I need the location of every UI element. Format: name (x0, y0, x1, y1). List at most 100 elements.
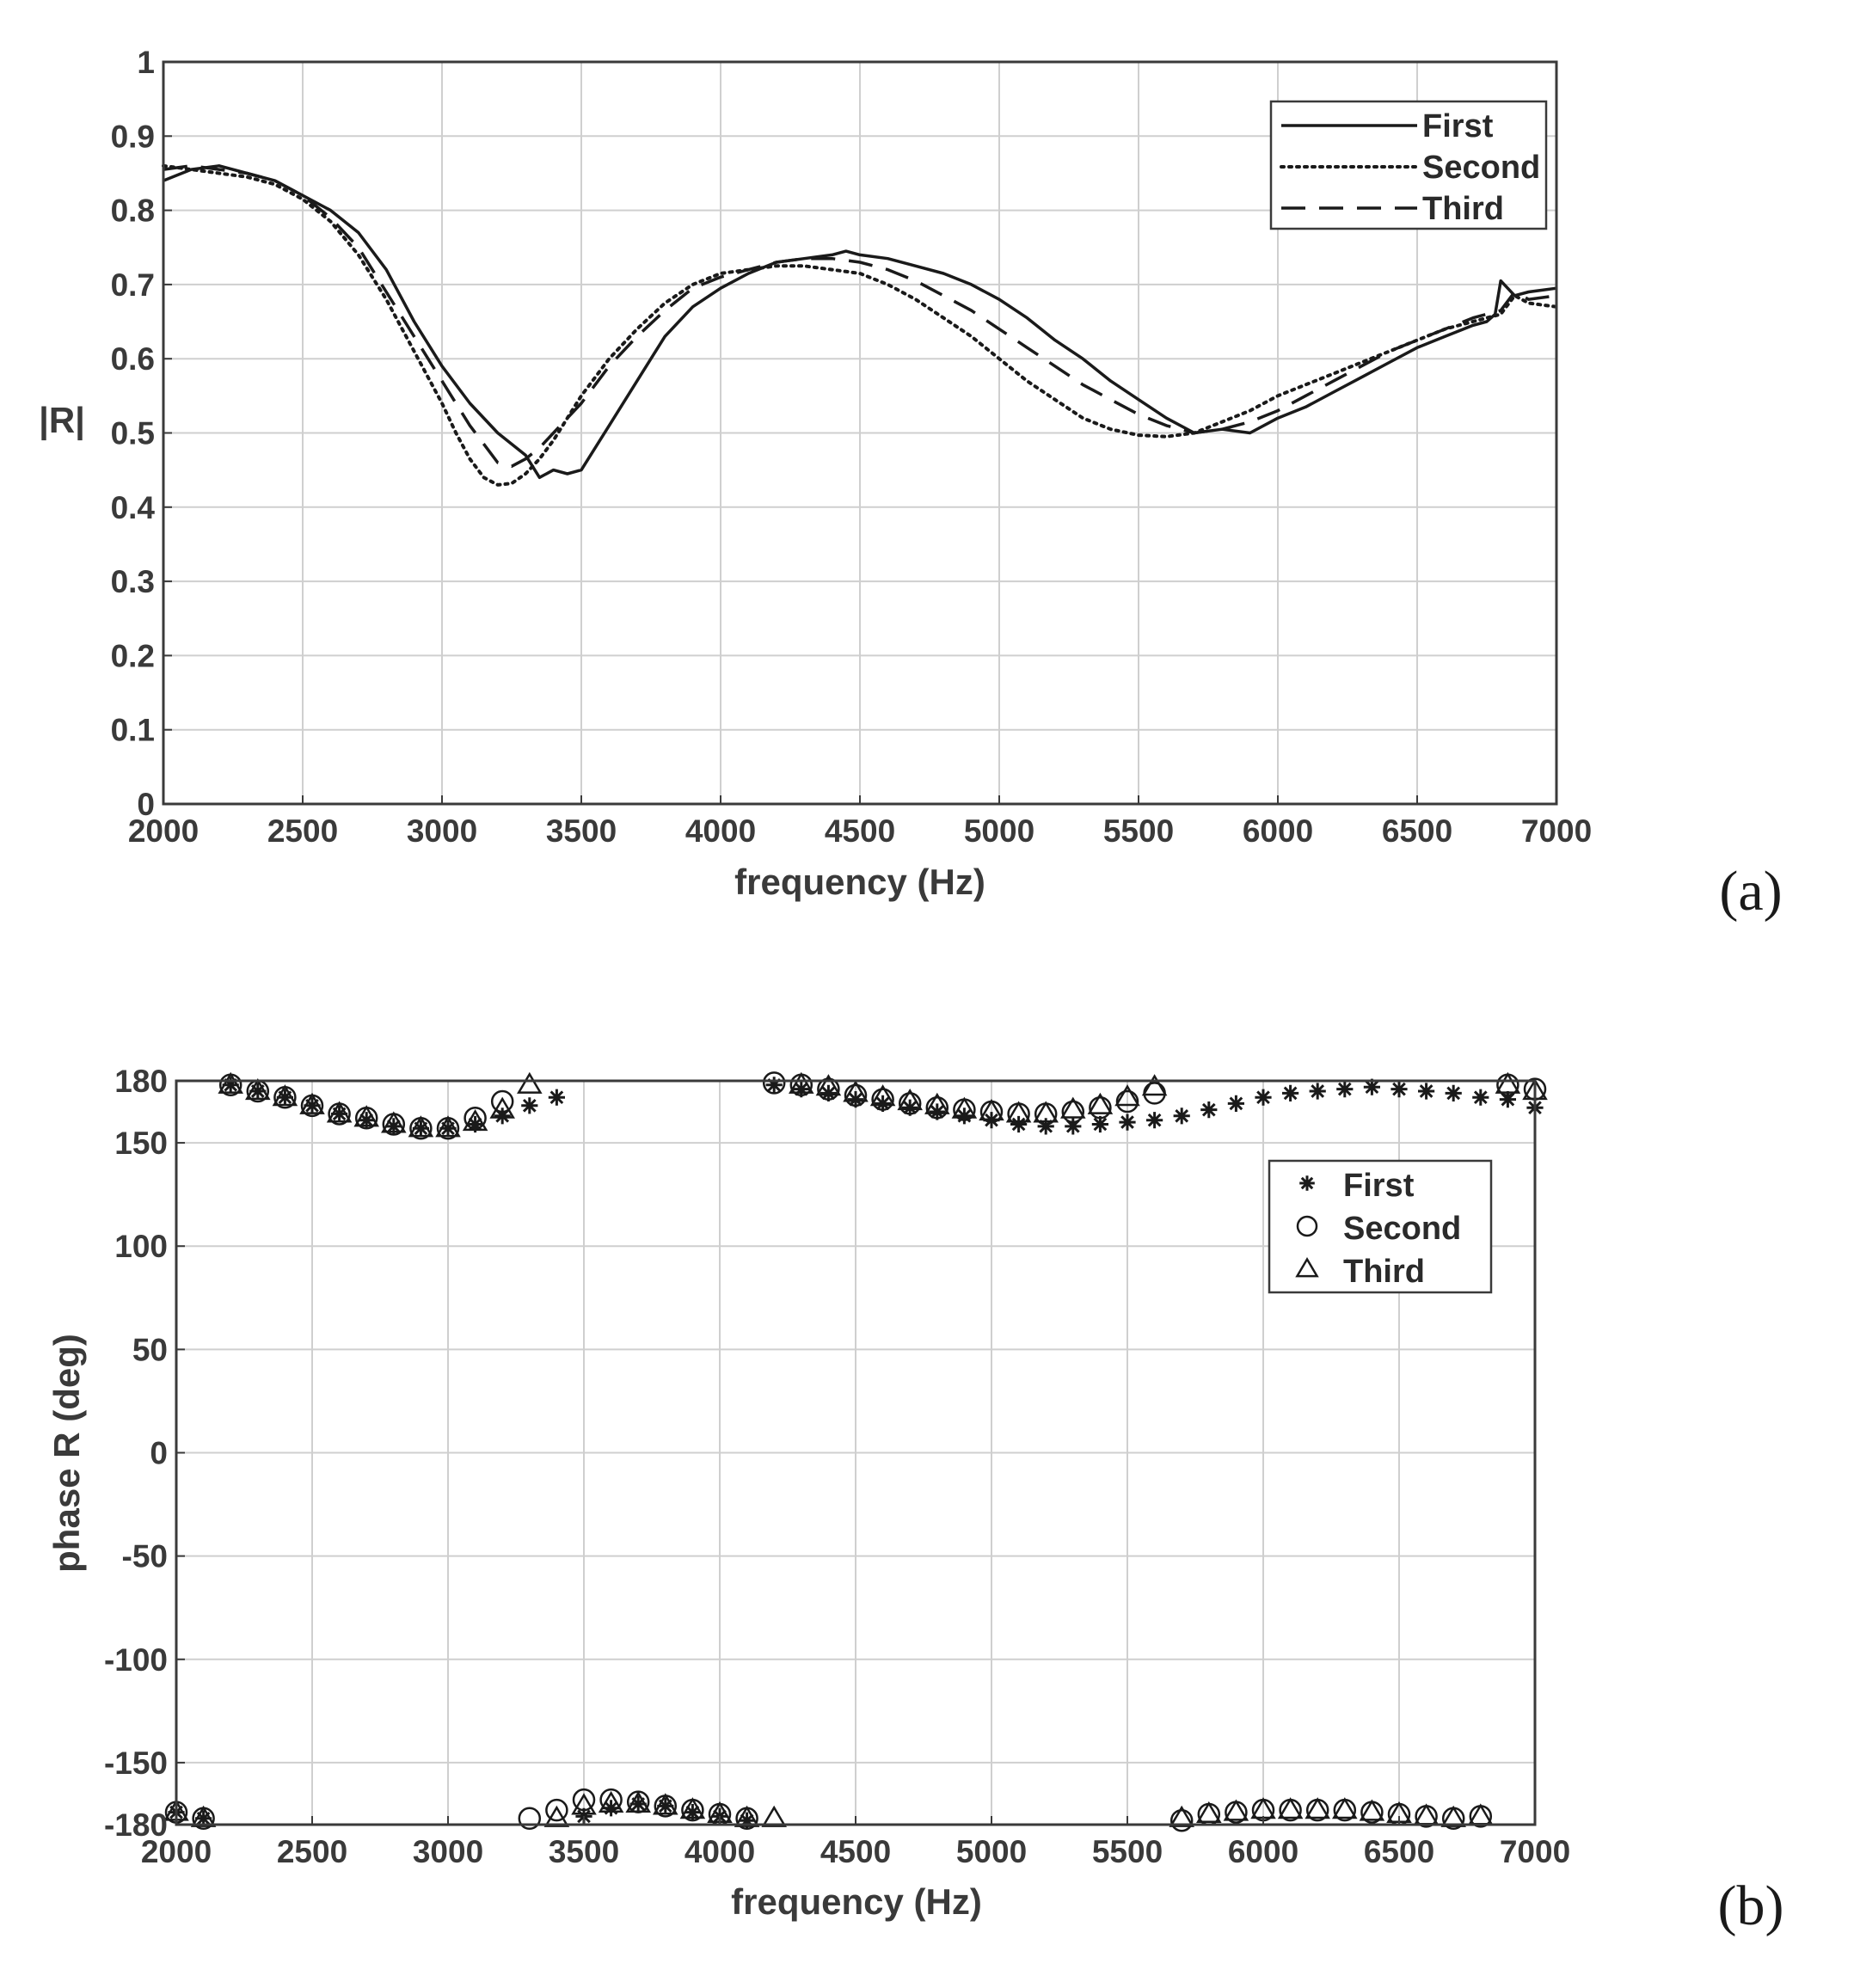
chart-a-series-second-line (162, 163, 1558, 487)
chart-a-y-tick-label: 0.7 (111, 267, 155, 303)
chart-b-first-point (739, 1812, 756, 1829)
chart-b-y-tick-label: 100 (114, 1229, 168, 1264)
chart-b-first-point (1336, 1081, 1354, 1098)
chart-b-first-point (1418, 1083, 1435, 1100)
chart-a: 2000 2500 3000 3500 4000 4500 5000 5500 6000 6500… (39, 45, 1592, 902)
chart-b-y-tick-label: 0 (150, 1436, 168, 1471)
chart-b-first-point (494, 1108, 511, 1125)
chart-b-second-point (463, 1107, 487, 1130)
chart-b-x-axis-label: frequency (Hz) (731, 1881, 982, 1922)
chart-b-ticks: 2000 2500 3000 3500 4000 4500 5000 5500 6000 6500… (104, 1064, 1570, 1869)
chart-b-first-point (222, 1077, 239, 1094)
chart-a-x-tick-label: 6000 (1243, 813, 1313, 849)
chart-a-x-tick-label: 3000 (407, 813, 477, 849)
chart-b-series-third (163, 1071, 1548, 1827)
chart-a-legend-second-label: Second (1422, 150, 1540, 186)
chart-b-first-point (467, 1115, 484, 1133)
chart-b-third-point (924, 1092, 950, 1114)
panel-b-label: (b) (1718, 1874, 1784, 1937)
chart-b-first-point (955, 1108, 973, 1125)
chart-a-y-tick-label: 0.5 (111, 416, 155, 451)
chart-b-third-point (734, 1805, 760, 1827)
chart-b-y-tick-label: 180 (114, 1064, 168, 1099)
chart-b-third-point (1087, 1092, 1114, 1114)
chart-b-first-point (1065, 1118, 1082, 1135)
chart-b-first-point (1363, 1078, 1380, 1095)
chart-b-first-point (249, 1083, 267, 1100)
chart-b-third-point (653, 1793, 678, 1815)
chart-b-third-point (951, 1096, 978, 1119)
chart-b-third-point (897, 1088, 923, 1111)
chart-b-first-point (929, 1103, 946, 1120)
chart-b-third-point (218, 1071, 243, 1094)
chart-b-second-point (925, 1095, 949, 1120)
chart-a-y-tick-label: 0.4 (111, 490, 156, 525)
chart-b-third-point (353, 1105, 379, 1127)
chart-b-first-point (1390, 1081, 1408, 1098)
chart-a-series-first-line (163, 164, 1557, 480)
chart-a-y-tick-label: 0.1 (111, 713, 155, 748)
chart-b-first-point (385, 1118, 402, 1135)
chart-b-y-tick-label: -150 (104, 1746, 168, 1781)
chart-b-legend-second-marker (1296, 1215, 1318, 1237)
chart-b-third-point (789, 1071, 814, 1094)
chart-b-first-point (1037, 1118, 1054, 1135)
chart-b-y-tick-label: -50 (122, 1539, 168, 1574)
chart-b-third-point (979, 1098, 1004, 1121)
chart-b-x-tick-label: 6000 (1228, 1834, 1298, 1869)
chart-b-legend-first-label: First (1343, 1168, 1415, 1204)
chart-a-x-tick-label: 6500 (1382, 813, 1452, 849)
chart-b-third-point (625, 1790, 651, 1813)
chart-b-third-point (1033, 1101, 1059, 1123)
chart-b-third-point (815, 1074, 842, 1096)
chart-b-third-point (1169, 1805, 1194, 1827)
chart-b-x-tick-label: 3000 (413, 1834, 483, 1869)
chart-b-first-point (331, 1105, 348, 1122)
chart-b-third-point (1196, 1801, 1222, 1824)
chart-b-third-point (517, 1071, 543, 1094)
chart-b-first-point (1146, 1112, 1163, 1129)
panel-a-label: (a) (1719, 860, 1782, 923)
chart-a-y-tick-label: 1 (137, 45, 155, 80)
chart-b-legend-third-marker (1295, 1256, 1319, 1278)
chart-a-series-third-line (163, 164, 1557, 469)
chart-b-third-point (1223, 1799, 1249, 1821)
chart-a-y-tick-label: 0.9 (111, 119, 155, 154)
chart-a-x-tick-label: 5500 (1103, 813, 1174, 849)
chart-b-first-point (1282, 1084, 1299, 1101)
chart-b-first-point (1255, 1089, 1272, 1106)
chart-b-first-point (548, 1089, 565, 1106)
chart-b-second-point (518, 1807, 542, 1831)
chart-b-first-point (820, 1084, 837, 1101)
chart-b-legend-first-marker (1299, 1175, 1315, 1191)
chart-b-x-tick-label: 3500 (549, 1834, 619, 1869)
chart-b-second-point (844, 1083, 868, 1108)
chart-b-first-point (304, 1097, 321, 1114)
chart-b-legend-second-label: Second (1343, 1211, 1461, 1247)
chart-b-first-point (1091, 1115, 1108, 1133)
chart-b-third-point (843, 1080, 869, 1102)
chart-b-second-point (762, 1071, 786, 1095)
chart-b-second-point (1061, 1100, 1085, 1124)
chart-b: 2000 2500 3000 3500 4000 4500 5000 5500 6000 6500… (46, 1064, 1570, 1922)
chart-b-third-point (272, 1084, 298, 1107)
chart-a-y-axis-label: |R| (39, 400, 85, 441)
chart-b-second-point (871, 1088, 894, 1111)
chart-b-second-point (1169, 1808, 1194, 1832)
chart-b-x-tick-label: 5500 (1092, 1834, 1163, 1869)
chart-b-second-point (817, 1077, 840, 1101)
chart-b-third-point (1141, 1074, 1168, 1096)
chart-a-legend: First Second Third (1269, 100, 1548, 230)
chart-b-third-point (1277, 1797, 1304, 1819)
chart-b-first-point (793, 1081, 810, 1098)
chart-a-x-tick-label: 2000 (128, 813, 199, 849)
chart-b-second-point (490, 1089, 514, 1114)
chart-b-third-point (598, 1790, 624, 1813)
chart-b-third-point (1060, 1096, 1086, 1119)
chart-b-first-point (412, 1120, 429, 1137)
chart-b-second-point (572, 1788, 596, 1812)
chart-b-third-point (408, 1115, 434, 1138)
chart-b-second-point (545, 1798, 568, 1822)
chart-b-third-point (299, 1092, 325, 1114)
